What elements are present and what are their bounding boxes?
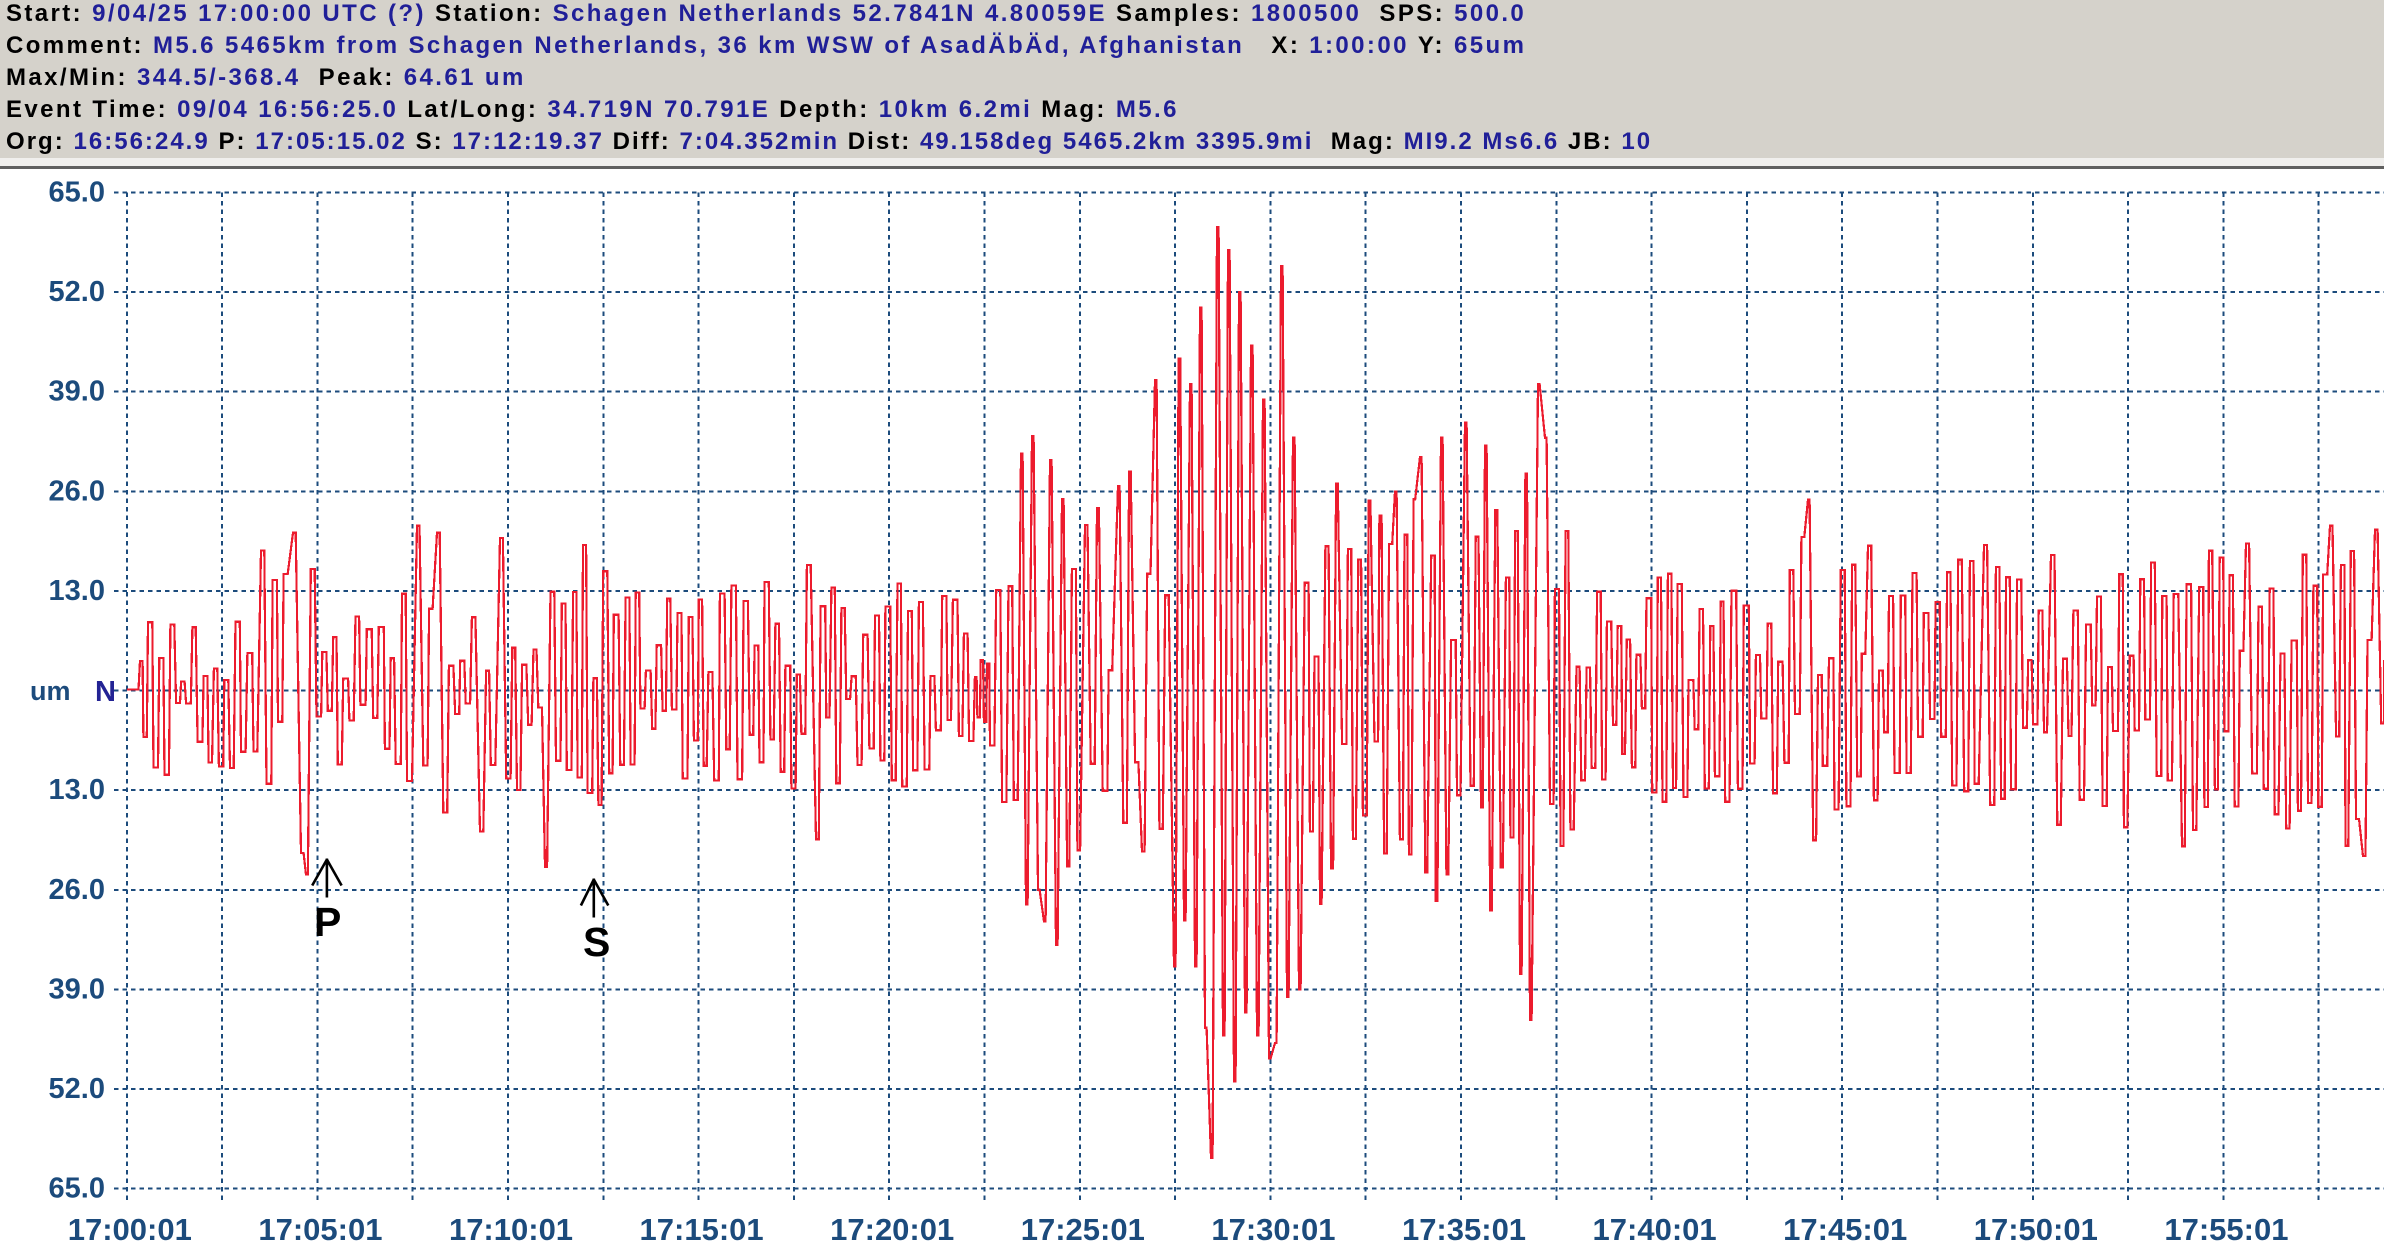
svg-text:13.0: 13.0	[49, 774, 105, 806]
svg-text:17:55:01: 17:55:01	[2164, 1212, 2288, 1247]
svg-text:17:25:01: 17:25:01	[1021, 1212, 1145, 1247]
svg-text:13.0: 13.0	[49, 575, 105, 607]
svg-text:P: P	[314, 899, 341, 945]
svg-text:um: um	[30, 676, 71, 706]
svg-text:17:20:01: 17:20:01	[830, 1212, 954, 1247]
svg-text:17:40:01: 17:40:01	[1593, 1212, 1717, 1247]
svg-text:39.0: 39.0	[49, 376, 105, 408]
svg-text:S: S	[583, 919, 610, 965]
svg-text:52.0: 52.0	[49, 276, 105, 308]
svg-text:65.0: 65.0	[49, 177, 105, 209]
svg-text:26.0: 26.0	[49, 475, 105, 507]
svg-text:26.0: 26.0	[49, 874, 105, 906]
svg-text:17:05:01: 17:05:01	[258, 1212, 382, 1247]
svg-text:17:10:01: 17:10:01	[449, 1212, 573, 1247]
svg-text:17:45:01: 17:45:01	[1783, 1212, 1907, 1247]
svg-text:17:35:01: 17:35:01	[1402, 1212, 1526, 1247]
svg-text:39.0: 39.0	[49, 974, 105, 1006]
svg-text:65.0: 65.0	[49, 1173, 105, 1205]
svg-text:17:15:01: 17:15:01	[640, 1212, 764, 1247]
svg-text:52.0: 52.0	[49, 1073, 105, 1105]
svg-text:17:30:01: 17:30:01	[1211, 1212, 1335, 1247]
svg-text:N: N	[95, 676, 116, 708]
svg-text:17:00:01: 17:00:01	[68, 1212, 192, 1247]
svg-text:17:50:01: 17:50:01	[1974, 1212, 2098, 1247]
